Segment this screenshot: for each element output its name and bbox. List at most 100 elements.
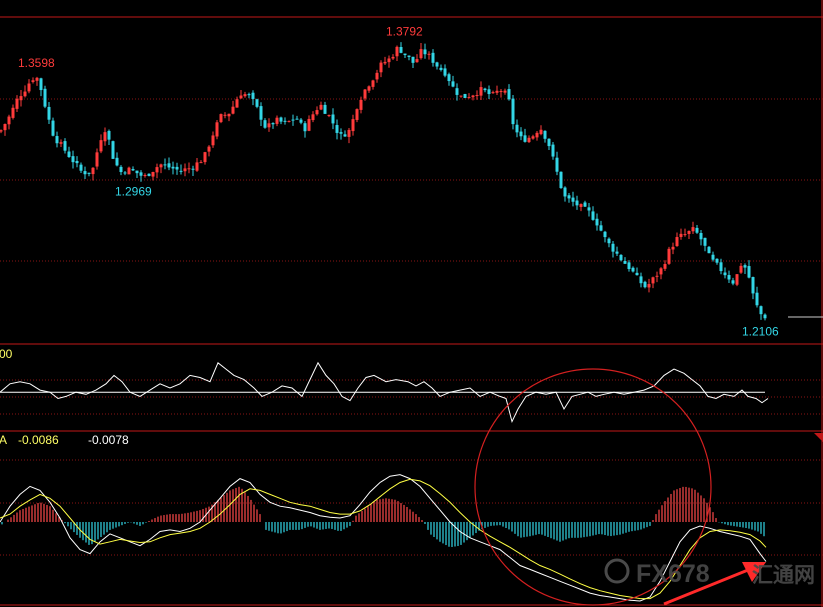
oscillator-header-label: 00 — [0, 347, 13, 361]
chart-overlay — [474, 368, 766, 606]
candle-body — [131, 168, 135, 171]
candle-body — [551, 144, 555, 157]
candle-body — [15, 98, 19, 109]
candle-body — [11, 107, 15, 118]
candle-body — [719, 262, 723, 272]
candle-body — [455, 88, 459, 95]
candle-body — [443, 68, 447, 76]
candle-body — [95, 152, 99, 167]
candle-body — [751, 277, 755, 294]
candle-body — [419, 49, 423, 59]
macd-header-value-2: -0.0078 — [88, 433, 129, 447]
candle-body — [363, 89, 367, 99]
candle-body — [127, 167, 131, 175]
candle-body — [195, 162, 199, 171]
candle-body — [3, 123, 7, 131]
candle-body — [107, 130, 111, 140]
candle-body — [315, 110, 319, 115]
candle-body — [423, 49, 427, 55]
candle-body — [403, 53, 407, 56]
candle-body — [43, 88, 47, 107]
candle-body — [75, 160, 79, 164]
candle-body — [663, 264, 667, 269]
candle-body — [679, 233, 683, 238]
candle-body — [167, 163, 171, 168]
candle-body — [283, 120, 287, 122]
candle-body — [119, 166, 123, 173]
macd-panel — [0, 474, 767, 602]
candle-body — [103, 132, 107, 142]
candle-body — [699, 233, 703, 240]
candle-body — [607, 238, 611, 244]
candle-body — [279, 117, 283, 122]
candle-body — [627, 262, 631, 270]
candle-body — [575, 200, 579, 206]
candle-body — [135, 170, 139, 174]
candle-body — [591, 211, 595, 220]
candle-body — [7, 116, 11, 125]
candle-body — [491, 92, 495, 94]
candle-body — [19, 96, 23, 101]
candle-body — [267, 123, 271, 128]
candle-body — [395, 46, 399, 57]
candle-body — [727, 275, 731, 280]
candle-body — [523, 135, 527, 142]
candle-body — [683, 234, 687, 236]
watermark-logo-icon — [604, 558, 630, 584]
candle-body — [51, 120, 55, 136]
candle-body — [0, 130, 3, 132]
candle-body — [339, 132, 343, 134]
candle-body — [687, 230, 691, 234]
candle-body — [415, 59, 419, 63]
highlight-arrow-head — [742, 562, 766, 582]
candle-body — [383, 61, 387, 64]
candle-body — [39, 78, 43, 91]
candle-body — [379, 62, 383, 73]
candle-body — [359, 99, 363, 110]
candle-body — [219, 114, 223, 123]
price-annotation: 1.2106 — [742, 325, 779, 339]
candle-body — [123, 172, 127, 174]
candle-body — [247, 94, 251, 96]
candle-body — [695, 227, 699, 233]
candle-body — [743, 265, 747, 268]
highlight-circle — [474, 368, 712, 606]
candle-body — [659, 268, 663, 275]
candle-body — [67, 151, 71, 158]
candle-body — [407, 55, 411, 57]
candle-body — [647, 284, 651, 288]
candle-body — [531, 136, 535, 139]
candle-body — [611, 243, 615, 252]
candle-body — [355, 109, 359, 120]
candle-body — [59, 142, 63, 144]
candle-body — [171, 166, 175, 169]
candle-body — [147, 173, 151, 176]
candle-body — [151, 171, 155, 177]
candle-body — [547, 138, 551, 147]
candle-body — [639, 276, 643, 284]
candle-body — [163, 164, 167, 166]
candle-body — [387, 58, 391, 63]
candle-body — [731, 280, 735, 284]
watermark-text: FX678 — [636, 560, 710, 588]
candle-body — [439, 67, 443, 70]
candle-body — [527, 137, 531, 143]
candle-body — [459, 95, 463, 97]
candle-body — [451, 81, 455, 87]
candle-body — [259, 106, 263, 120]
candle-body — [331, 114, 335, 124]
candle-body — [535, 132, 539, 138]
candle-body — [467, 97, 471, 99]
candle-body — [63, 141, 67, 151]
candle-body — [187, 168, 191, 170]
candle-body — [691, 227, 695, 232]
candle-body — [287, 120, 291, 122]
candle-body — [519, 131, 523, 137]
candle-body — [579, 204, 583, 207]
candlestick-series — [0, 42, 823, 321]
candle-body — [143, 175, 147, 177]
candle-body — [587, 207, 591, 211]
candle-body — [571, 197, 575, 202]
candle-body — [83, 171, 87, 175]
candle-body — [183, 168, 187, 172]
